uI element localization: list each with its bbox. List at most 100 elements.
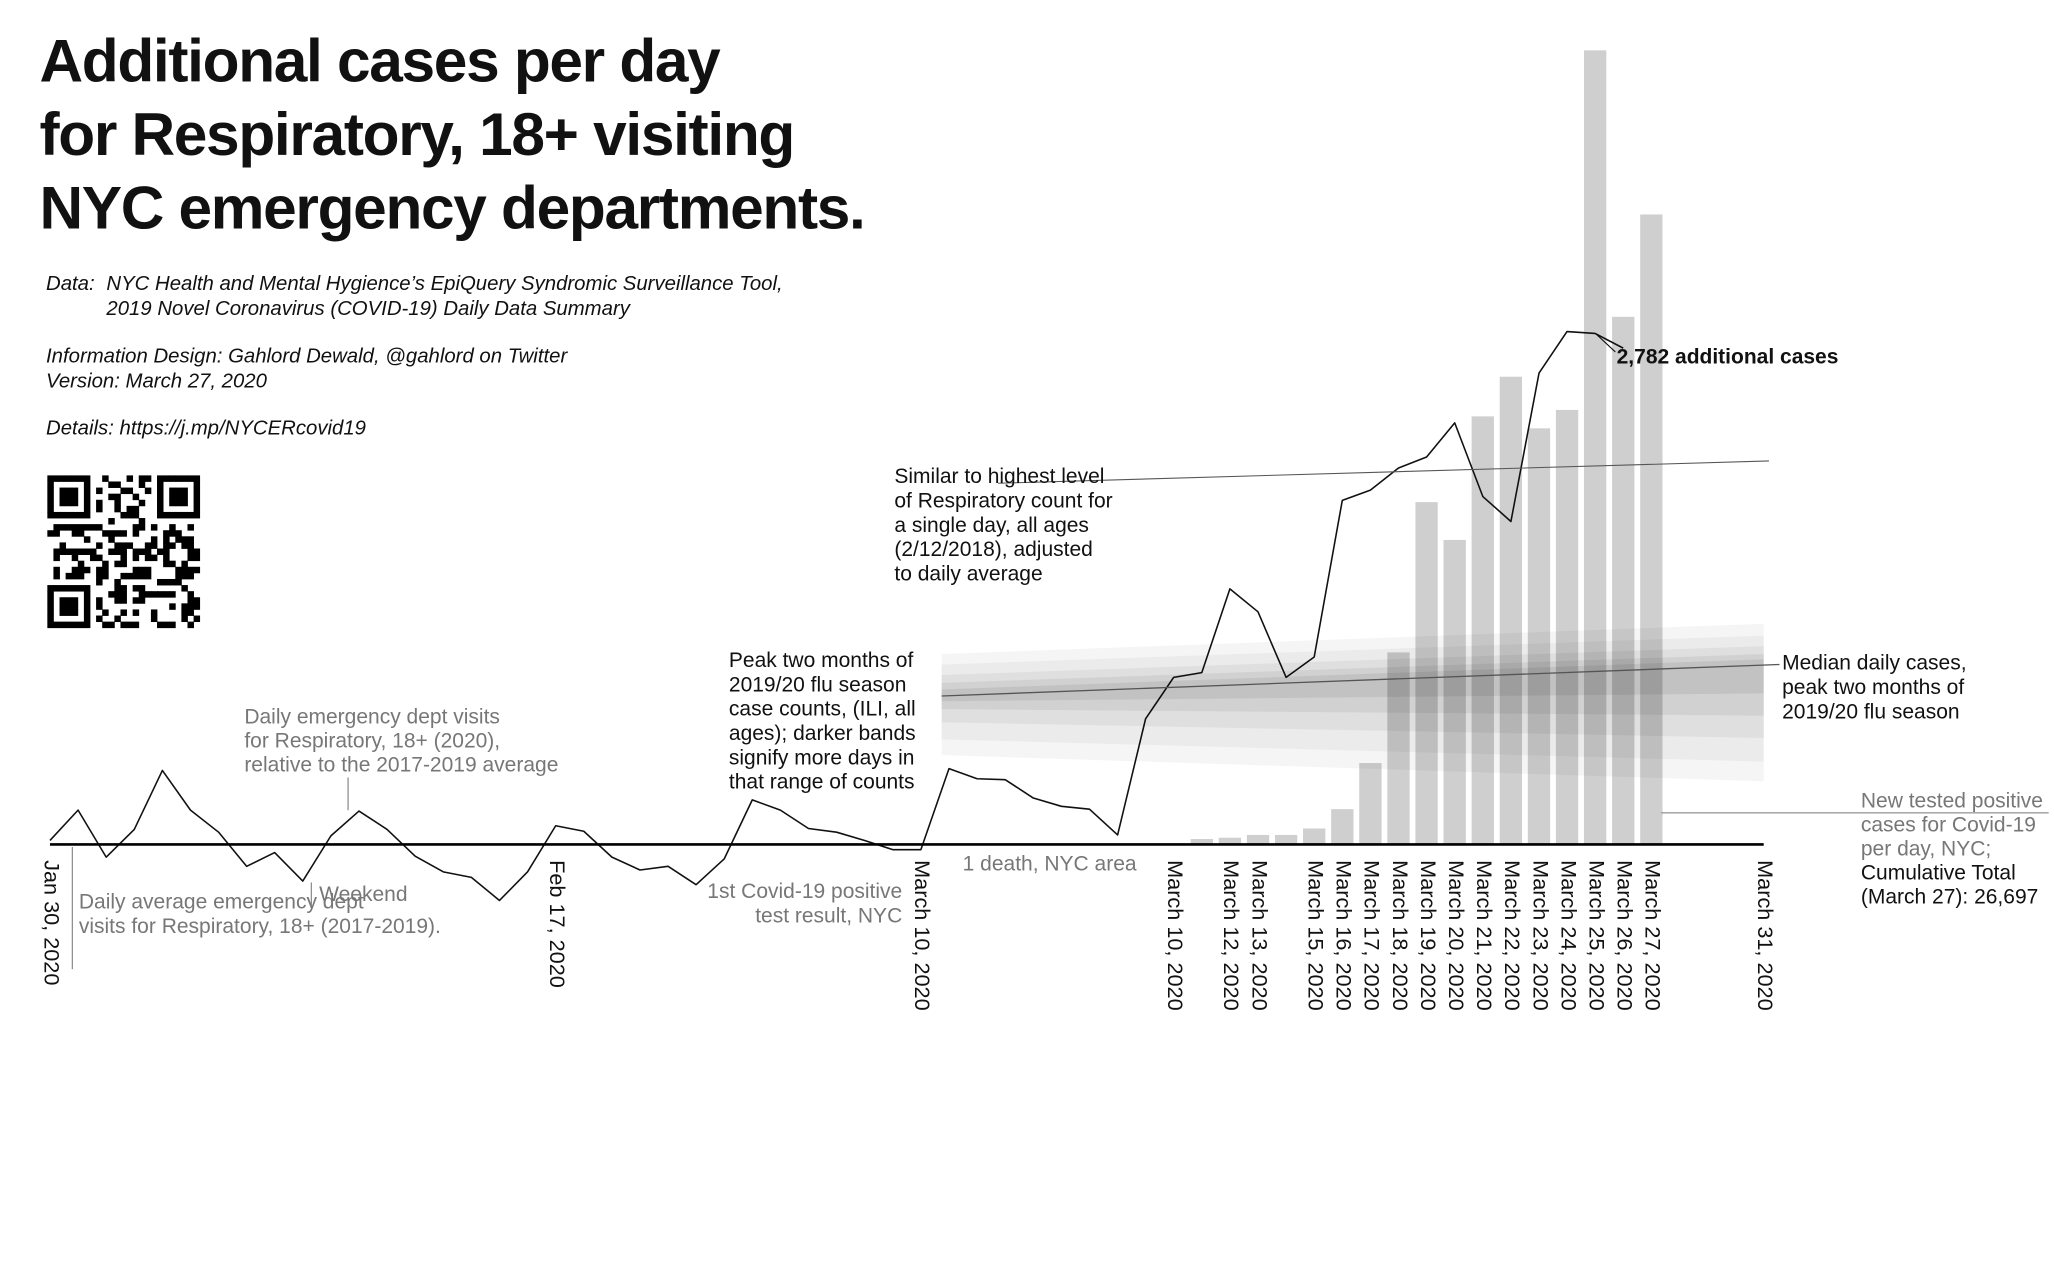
qr-cell (53, 554, 60, 562)
qr-cell (53, 572, 60, 580)
qr-cell (163, 475, 170, 482)
qr-cell (157, 548, 164, 555)
qr-cell (83, 585, 91, 592)
qr-cell (163, 591, 170, 598)
qr-cell (181, 493, 188, 501)
bar (1359, 763, 1382, 845)
qr-cell (193, 505, 201, 513)
qr-cell (181, 603, 188, 610)
qr-cell (169, 499, 176, 507)
qr-cell (83, 487, 91, 495)
qr-cell (102, 566, 109, 574)
qr-cell (59, 597, 67, 604)
qr-cell (77, 572, 85, 580)
qr-cell (138, 518, 146, 525)
qr-cell (181, 566, 188, 574)
qr-cell (187, 591, 194, 598)
qr-cell (96, 499, 103, 507)
qr-cell (163, 548, 170, 555)
qr-cell (169, 524, 176, 531)
x-tick-label: March 15, 2020 (1303, 860, 1328, 1010)
qr-cell (175, 530, 182, 537)
qr-cell (71, 493, 79, 501)
qr-cell (96, 524, 103, 531)
bar (1415, 502, 1438, 845)
qr-cell (65, 572, 73, 580)
qr-cell (65, 487, 73, 495)
qr-cell (120, 597, 127, 604)
qr-cell (47, 585, 54, 592)
qr-cell (83, 505, 91, 513)
credit: Information Design: Gahlord Dewald, @gah… (46, 345, 568, 367)
qr-cell (96, 542, 103, 549)
qr-cell (138, 566, 146, 574)
qr-cell (114, 542, 121, 549)
qr-cell (83, 548, 91, 555)
qr-cell (132, 597, 140, 604)
qr-cell (83, 536, 91, 543)
qr-cell (71, 524, 79, 531)
qr-cell (108, 518, 115, 525)
qr-cell (59, 499, 67, 507)
qr-cell (181, 536, 188, 543)
qr-cell (157, 511, 164, 519)
annotation-line: 2019/20 flu season (729, 673, 906, 696)
qr-cell (150, 524, 158, 531)
x-tick-label: March 12, 2020 (1219, 860, 1244, 1010)
qr-cell (47, 487, 54, 495)
qr-cell (83, 511, 91, 519)
qr-cell (47, 603, 54, 610)
bar (1190, 839, 1213, 845)
qr-cell (157, 499, 164, 507)
qr-cell (163, 621, 170, 629)
qr-cell (114, 578, 121, 586)
qr-cell (83, 597, 91, 604)
qr-cell (157, 578, 164, 586)
annotation: Daily emergency dept visits for Respirato… (244, 706, 558, 777)
qr-cell (175, 572, 182, 580)
x-tick-label: March 13, 2020 (1247, 860, 1272, 1010)
qr-cell (47, 475, 54, 482)
bar (1443, 539, 1466, 845)
qr-cell (132, 554, 140, 562)
annotation-line: to daily average (894, 562, 1042, 585)
qr-cell (193, 475, 201, 482)
qr-cell (71, 475, 79, 482)
qr-cell (71, 597, 79, 604)
annotation-line: Daily average emergency dept (79, 891, 364, 914)
qr-cell (138, 597, 146, 604)
qr-cell (120, 591, 127, 598)
median-line (941, 663, 1780, 697)
qr-cell (181, 615, 188, 623)
qr-cell (175, 487, 182, 495)
qr-cell (144, 591, 152, 598)
qr-cell (169, 511, 176, 519)
bar (1555, 409, 1579, 845)
qr-cell (47, 493, 54, 501)
qr-cell (59, 493, 67, 501)
qr-cell (126, 487, 134, 495)
qr-cell (144, 548, 152, 555)
x-tick-label: March 23, 2020 (1528, 860, 1553, 1010)
qr-cell (77, 511, 85, 519)
bar (1471, 416, 1494, 845)
qr-cell (193, 487, 201, 495)
qr-cell (77, 585, 85, 592)
qr-cell (71, 511, 79, 519)
title: Additional cases per day for Respiratory… (39, 26, 865, 241)
qr-cell (169, 487, 176, 495)
qr-cell (102, 475, 109, 482)
qr-cell (187, 548, 194, 555)
qr-cell (181, 499, 188, 507)
qr-cell (150, 554, 158, 562)
annotation-line: 2019/20 flu season (1782, 700, 1959, 723)
qr-cell (120, 548, 127, 555)
qr-cell (144, 554, 152, 562)
qr-cell (132, 585, 140, 592)
qr-cell (163, 536, 170, 543)
qr-cell (102, 609, 109, 616)
qr-cell (169, 591, 176, 598)
qr-cell (120, 530, 127, 537)
credits: Data: NYC Health and Mental Hygience’s E… (46, 273, 783, 439)
x-tick-label: March 16, 2020 (1332, 860, 1357, 1010)
